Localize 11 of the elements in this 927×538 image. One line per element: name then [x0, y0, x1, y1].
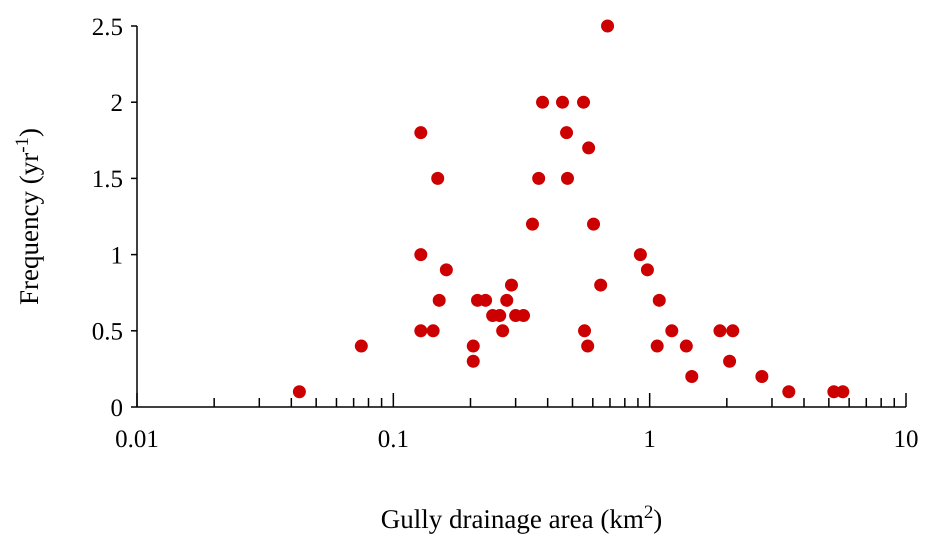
y-tick-label: 0.5: [92, 318, 123, 346]
y-tick-label: 2: [110, 90, 123, 117]
x-tick-label: 10: [894, 426, 918, 453]
x-tick-label: 0.1: [378, 426, 409, 453]
x-tick-label: 0.01: [115, 426, 159, 453]
y-tick-label: 0: [110, 394, 123, 422]
y-tick-label: 1.5: [92, 166, 123, 194]
x-axis-title: Gully drainage area (km$^{2}$): [380, 502, 662, 534]
y-tick-label: 1: [110, 242, 123, 270]
x-tick-label: 1: [643, 426, 656, 453]
y-tick-label: 2.5: [92, 14, 123, 41]
